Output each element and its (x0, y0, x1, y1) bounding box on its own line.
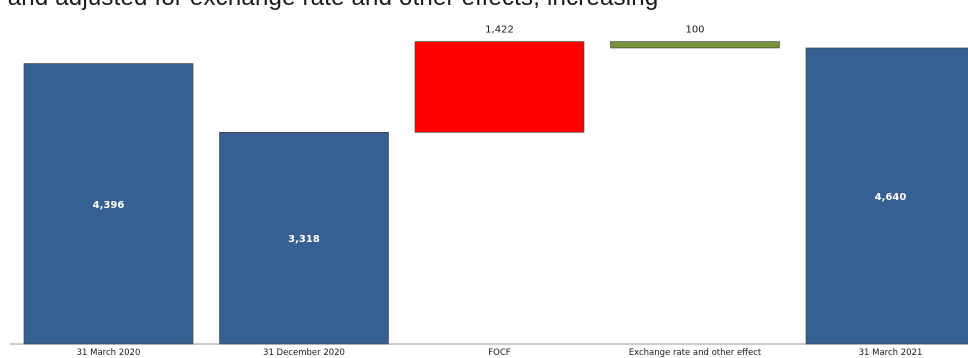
bar-3 (610, 41, 780, 49)
data-label-3: 100 (685, 25, 704, 36)
bar-4 (805, 47, 968, 345)
bar-0 (23, 63, 194, 345)
x-tick-label-0: 31 March 2020 (77, 348, 141, 358)
x-tick-label-2: FOCF (488, 348, 511, 358)
data-label-4: 4,640 (875, 192, 907, 203)
x-tick-label-3: Exchange rate and other effect (629, 348, 762, 358)
x-tick-label-4: 31 March 2021 (859, 348, 923, 358)
header-text: , and adjusted for exchange rate and oth… (0, 0, 968, 12)
data-label-0: 4,396 (93, 200, 125, 211)
bar-1 (219, 132, 389, 345)
data-label-1: 3,318 (288, 234, 320, 245)
bar-2 (414, 41, 585, 133)
data-label-2: 1,422 (485, 25, 514, 36)
x-tick-label-1: 31 December 2020 (263, 348, 345, 358)
